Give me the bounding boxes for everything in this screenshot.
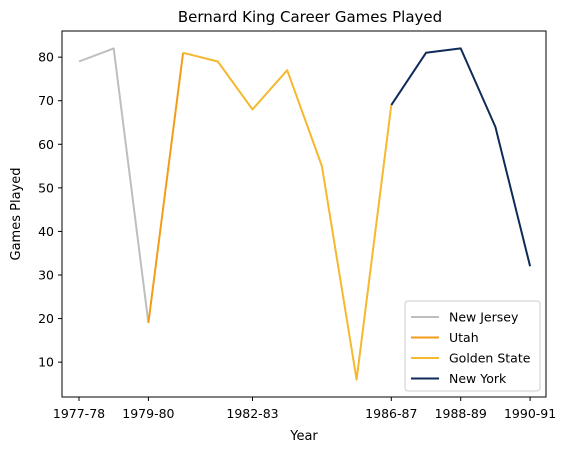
x-axis-label: Year <box>289 429 318 444</box>
y-axis: 10 20 30 40 50 60 70 80 <box>38 50 62 370</box>
series-line-utah <box>147 52 185 324</box>
legend-label: Utah <box>449 330 479 345</box>
x-tick-label: 1990-91 <box>504 406 556 421</box>
chart-title: Bernard King Career Games Played <box>178 8 442 26</box>
legend: New Jersey Utah Golden State New York <box>404 300 541 392</box>
x-tick-label: 1977-78 <box>53 406 105 421</box>
series-lines <box>78 47 532 381</box>
legend-label: Golden State <box>449 351 531 366</box>
legend-label: New Jersey <box>449 310 519 325</box>
series-line-new-jersey <box>78 47 150 324</box>
y-tick-label: 20 <box>38 311 54 326</box>
x-axis: 1977-78 1979-80 1982-83 1986-87 1988-89 1990-… <box>53 397 556 421</box>
y-tick-label: 80 <box>38 50 54 65</box>
plot-frame <box>61 30 547 398</box>
series-line-golden-state <box>182 51 393 381</box>
y-tick-label: 40 <box>38 224 54 239</box>
legend-label: New York <box>449 371 507 386</box>
y-tick-label: 70 <box>38 93 54 108</box>
y-tick-label: 60 <box>38 137 54 152</box>
x-tick-label: 1986-87 <box>365 406 417 421</box>
y-axis-label: Games Played <box>9 168 24 261</box>
y-tick-label: 50 <box>38 180 54 195</box>
series-line-new-york <box>390 47 532 267</box>
legend-box <box>404 300 541 392</box>
x-tick-label: 1988-89 <box>435 406 487 421</box>
y-tick-label: 10 <box>38 355 54 370</box>
y-tick-label: 30 <box>38 268 54 283</box>
x-tick-label: 1979-80 <box>122 406 174 421</box>
x-tick-label: 1982-83 <box>226 406 278 421</box>
